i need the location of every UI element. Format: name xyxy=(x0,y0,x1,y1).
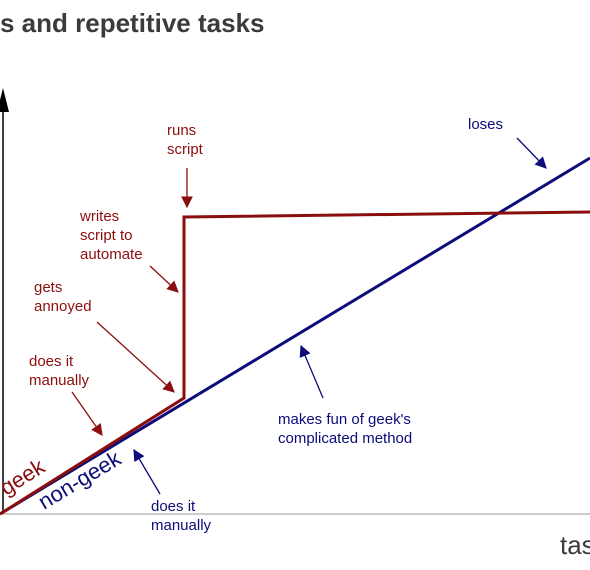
annotation-makes-fun: makes fun of geek's complicated method xyxy=(278,411,413,447)
annotation-loses: loses xyxy=(468,116,504,133)
arrow-loses xyxy=(516,137,547,169)
non-geek-line xyxy=(0,156,590,516)
arrow-makes-fun xyxy=(299,344,324,399)
annotation-geek-does-manually: does it manually xyxy=(29,353,90,389)
annotation-gets-annoyed: gets annoyed xyxy=(34,279,92,315)
annotation-writes-script: writes script to automate xyxy=(80,208,143,263)
y-axis-arrowhead xyxy=(0,88,9,112)
non-geek-line-label: non-geek xyxy=(34,445,126,514)
arrow-geek-does-manually xyxy=(71,391,103,436)
arrow-nongeek-does-manually xyxy=(133,448,161,495)
diagram-title: s and repetitive tasks xyxy=(0,8,265,38)
arrow-writes-script xyxy=(149,265,179,293)
arrow-gets-annoyed xyxy=(96,321,175,393)
geek-line xyxy=(0,210,590,516)
annotation-runs-script: runs script xyxy=(167,122,203,158)
x-axis-label: tas xyxy=(560,530,590,560)
annotation-nongeek-does-manually: does it manually xyxy=(151,498,212,534)
